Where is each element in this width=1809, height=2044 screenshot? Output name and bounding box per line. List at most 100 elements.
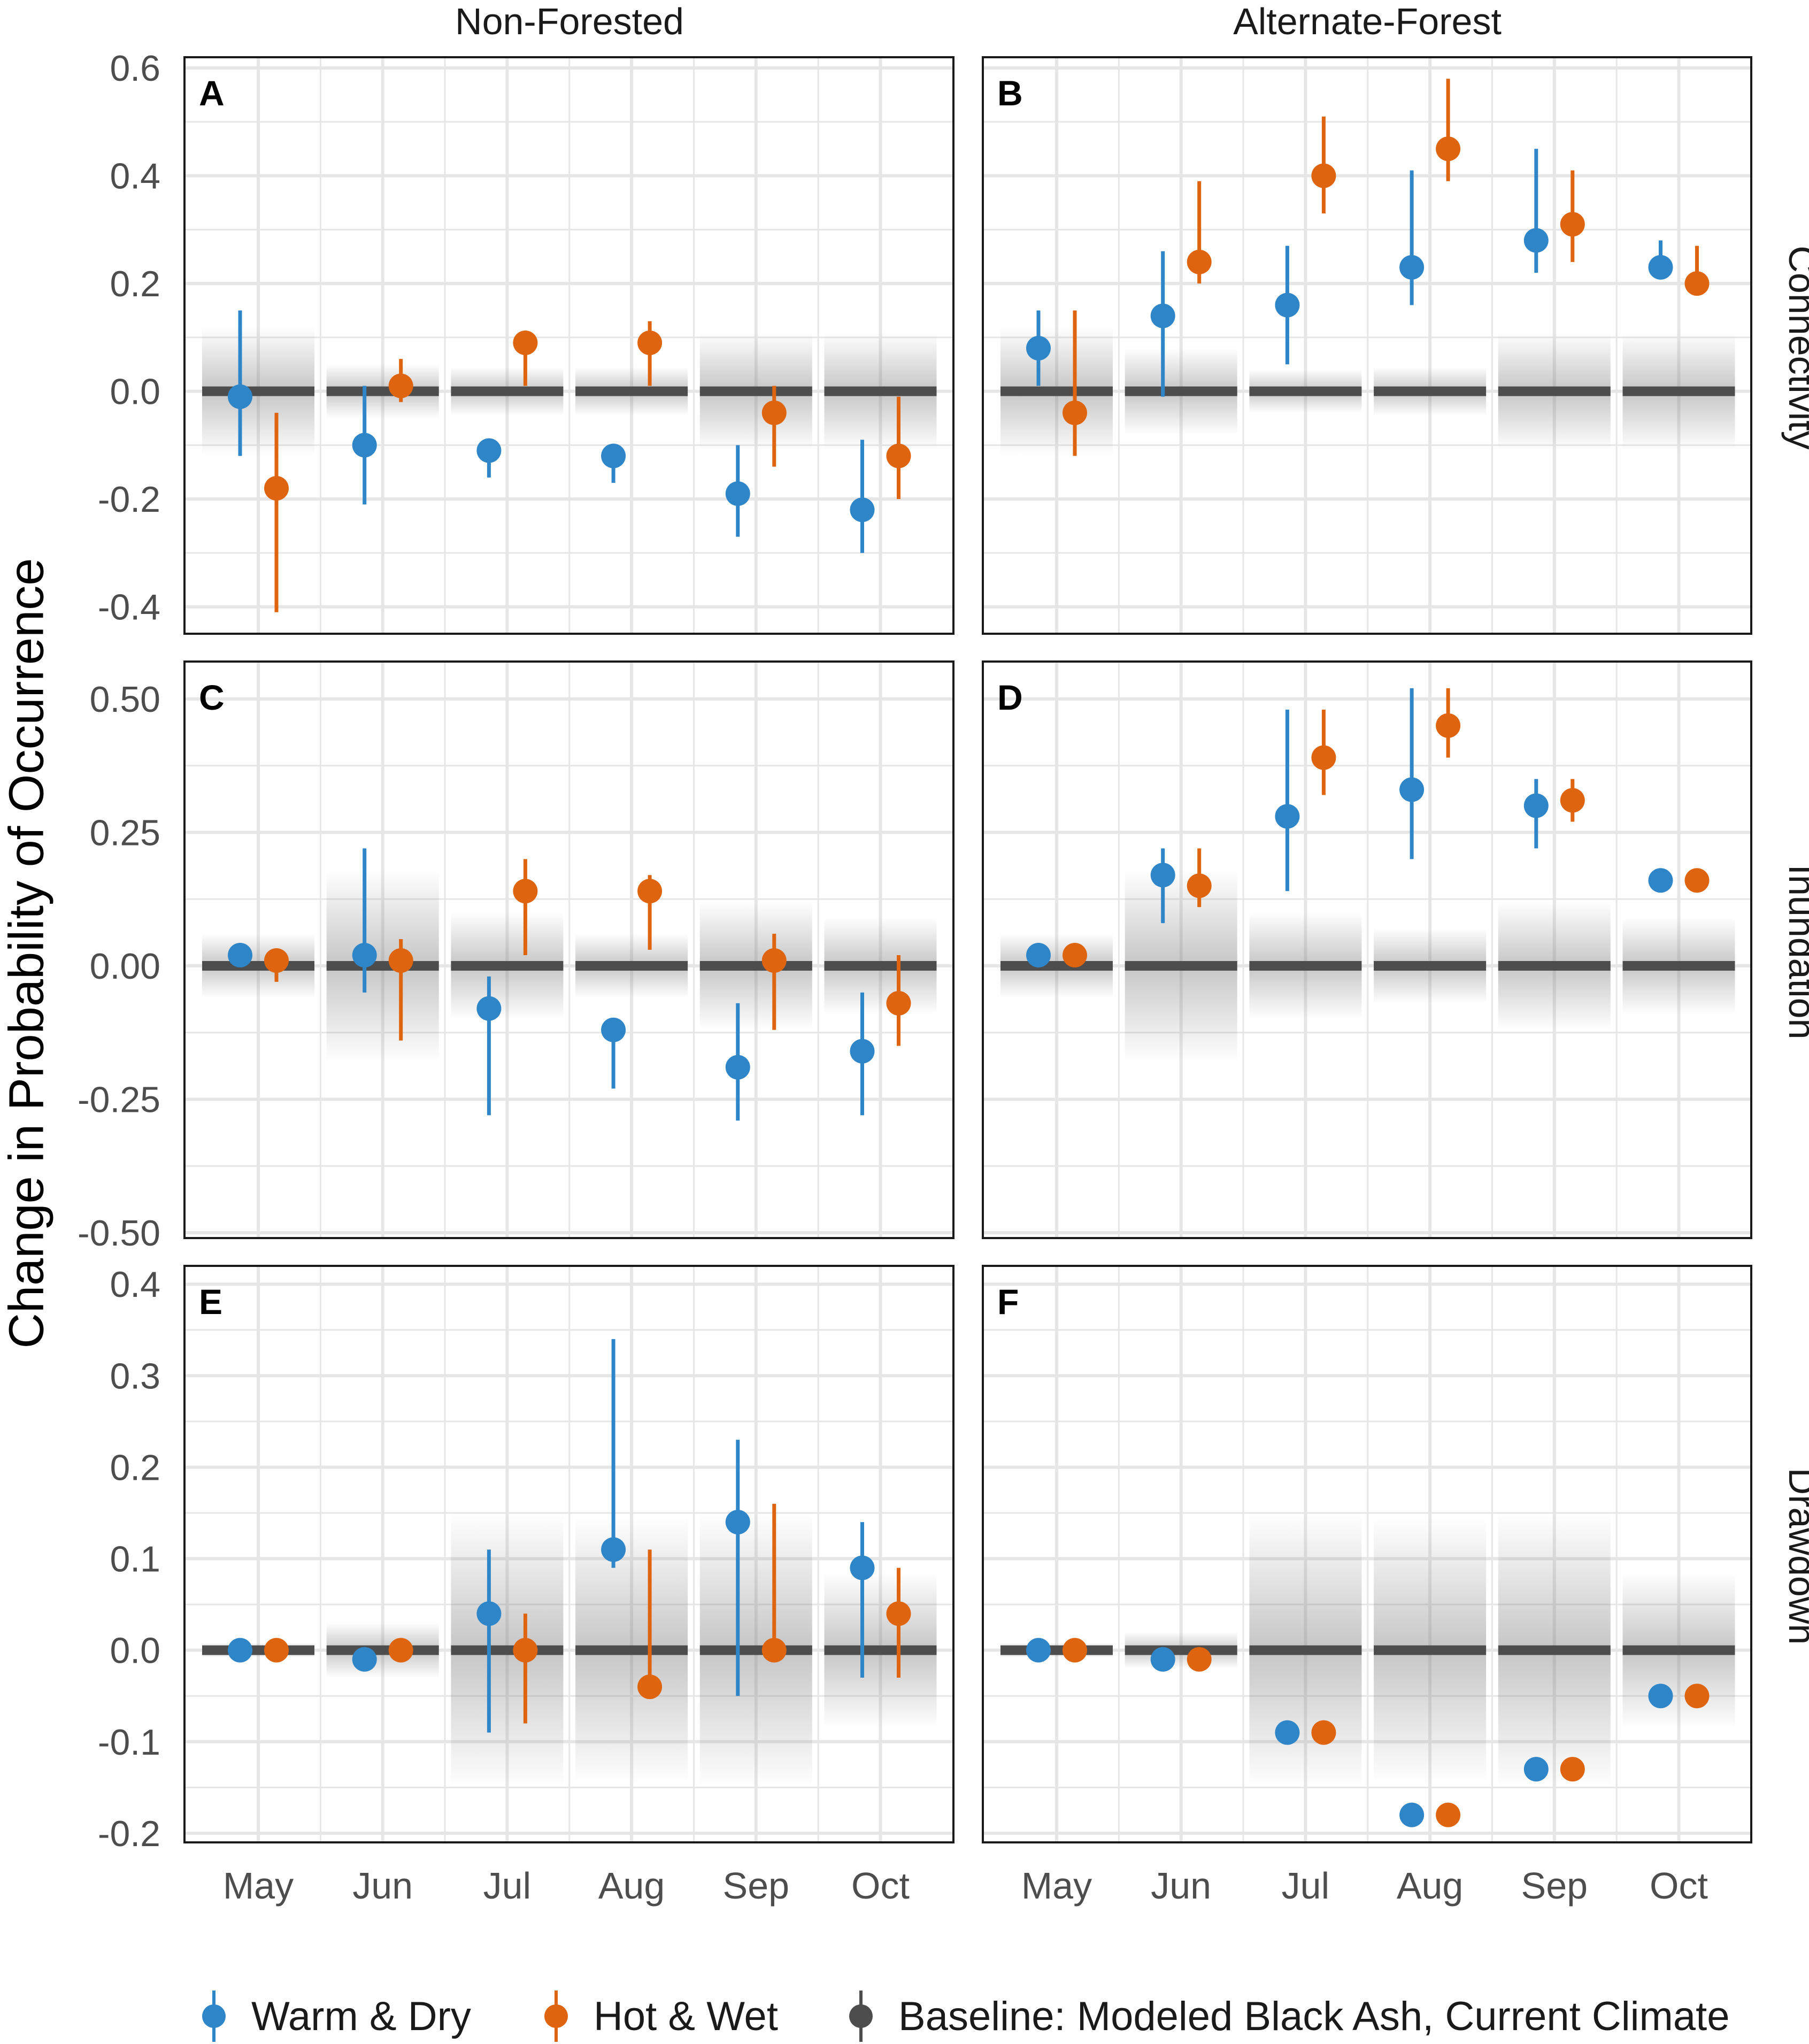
hot-wet-oct-point [1684, 271, 1710, 296]
warm-dry-aug-point [601, 1537, 626, 1562]
legend-key-hot-wet [540, 1989, 572, 2043]
warm-dry-jul-point [1275, 804, 1300, 829]
warm-dry-jul-point [476, 1601, 502, 1626]
hot-wet-sep-point [761, 948, 787, 973]
panel-label-e: E [199, 1282, 222, 1321]
legend: Warm & Dry Hot & Wet Baseline: Modeled B… [0, 1989, 1809, 2043]
hot-wet-jun-point [388, 373, 413, 398]
y-tick-label: -0.2 [98, 479, 160, 520]
legend-item-warm-dry: Warm & Dry [198, 1989, 471, 2043]
y-axis-title: Change in Probability of Occurrence [0, 558, 54, 1349]
y-tick-label: 0.4 [110, 1264, 160, 1305]
x-tick-label-oct: Oct [851, 1865, 910, 1907]
panel-b: B [982, 56, 1752, 635]
hot-wet-jul-point [1311, 745, 1336, 770]
warm-dry-sep-point [1523, 1757, 1549, 1782]
warm-dry-aug-point [1399, 1802, 1425, 1827]
hot-wet-aug-point [1436, 1802, 1461, 1827]
hot-wet-jul-point [1311, 163, 1336, 188]
panel-label-f: F [997, 1282, 1019, 1321]
warm-dry-may-point [228, 1638, 252, 1663]
hot-wet-may-point [1063, 942, 1087, 967]
hot-wet-may-point [264, 1638, 289, 1663]
warm-dry-oct-point [850, 497, 875, 522]
panel-e: E -0.2 -0.1 0.0 0.1 0.2 0.3 0.4 May Jun Jul Aug Sep O… [98, 1264, 954, 1907]
warm-dry-sep-point [725, 1510, 750, 1535]
hot-wet-oct-point [886, 990, 911, 1016]
warm-dry-may-point [228, 384, 252, 409]
warm-dry-sep-point [725, 481, 750, 506]
panel-label-b: B [997, 73, 1023, 113]
hot-wet-jul-point [513, 879, 538, 904]
hot-wet-sep-point [1560, 788, 1585, 813]
warm-dry-jun-point [1150, 303, 1175, 328]
x-tick-label-aug: Aug [1397, 1865, 1464, 1907]
hot-wet-jun-point [1187, 873, 1212, 898]
y-tick-label: 0.2 [110, 264, 160, 304]
warm-dry-oct-point [1648, 255, 1673, 280]
y-tick-label: 0.25 [90, 812, 160, 853]
hot-wet-aug-point [637, 1674, 663, 1700]
warm-dry-oct-point [850, 1555, 875, 1580]
warm-dry-sep-point [1523, 793, 1549, 818]
panel-border-a [183, 56, 954, 635]
legend-label-baseline: Baseline: Modeled Black Ash, Current Cli… [898, 1993, 1730, 2039]
warm-dry-jun-point [1150, 1647, 1175, 1672]
panel-f: F May Jun Jul Aug Sep Oct [982, 1265, 1752, 1907]
panel-label-d: D [997, 678, 1023, 717]
hot-wet-sep-point [1560, 212, 1585, 237]
hot-wet-jul-point [513, 1638, 538, 1663]
hot-wet-jun-point [388, 1638, 413, 1663]
x-tick-label-oct: Oct [1650, 1865, 1708, 1907]
y-tick-label: 0.3 [110, 1356, 160, 1396]
warm-dry-sep-point [1523, 228, 1549, 253]
faceted-dot-whisker-chart: A -0.4 -0.2 0.0 0.2 0.4 0.6 B C -0.50 -0.25 0.00 0.2… [78, 48, 1752, 1907]
warm-dry-may-point [228, 942, 252, 967]
legend-key-baseline [845, 1989, 877, 2043]
x-tick-label-jun: Jun [352, 1865, 413, 1907]
hot-wet-oct-point [886, 1601, 911, 1626]
panel-border-e [183, 1265, 954, 1843]
warm-dry-aug-point [1399, 255, 1425, 280]
y-tick-label: -0.1 [98, 1722, 160, 1763]
x-tick-label-jul: Jul [483, 1865, 531, 1907]
panel-d: D [982, 660, 1752, 1239]
panel-label-a: A [199, 73, 225, 113]
warm-dry-aug-point [1399, 777, 1425, 802]
hot-wet-jul-point [513, 330, 538, 355]
hot-wet-oct-point [1684, 1684, 1710, 1709]
panel-label-c: C [199, 678, 225, 717]
row-title-drawdown: Drawdown [1781, 1467, 1809, 1645]
warm-dry-may-point [1026, 942, 1051, 967]
legend-item-hot-wet: Hot & Wet [540, 1989, 778, 2043]
panel-c: C -0.50 -0.25 0.00 0.25 0.50 [78, 660, 954, 1254]
panel-border-b [982, 56, 1752, 635]
legend-label-warm-dry: Warm & Dry [251, 1993, 471, 2039]
legend-key-warm-dry [198, 1989, 230, 2043]
x-tick-label-sep: Sep [723, 1865, 790, 1907]
warm-dry-jul-point [1275, 1720, 1300, 1745]
row-title-inundation: Inundation [1781, 864, 1809, 1040]
warm-dry-oct-point [1648, 868, 1673, 893]
warm-dry-jul-point [476, 996, 502, 1021]
hot-wet-may-point [1063, 400, 1087, 425]
hot-wet-jun-point [1187, 1647, 1212, 1672]
panel-border-d [982, 660, 1752, 1239]
warm-dry-jul-point [476, 438, 502, 463]
warm-dry-sep-point [725, 1055, 750, 1080]
y-tick-label: 0.50 [90, 679, 160, 720]
hot-wet-jul-point [1311, 1720, 1336, 1745]
y-tick-label: 0.1 [110, 1539, 160, 1580]
row-title-connectivity: Connectivity [1781, 245, 1809, 450]
hot-wet-oct-point [886, 443, 911, 468]
hot-wet-jun-point [1187, 249, 1212, 274]
warm-dry-may-point [1026, 1638, 1051, 1663]
hot-wet-aug-point [637, 879, 663, 904]
y-tick-label: 0.00 [90, 946, 160, 987]
hot-wet-oct-point [1684, 868, 1710, 893]
warm-dry-oct-point [1648, 1684, 1673, 1709]
y-tick-label: -0.2 [98, 1814, 160, 1854]
x-tick-label-jun: Jun [1151, 1865, 1211, 1907]
y-tick-label: 0.4 [110, 156, 160, 197]
warm-dry-jun-point [352, 942, 377, 967]
